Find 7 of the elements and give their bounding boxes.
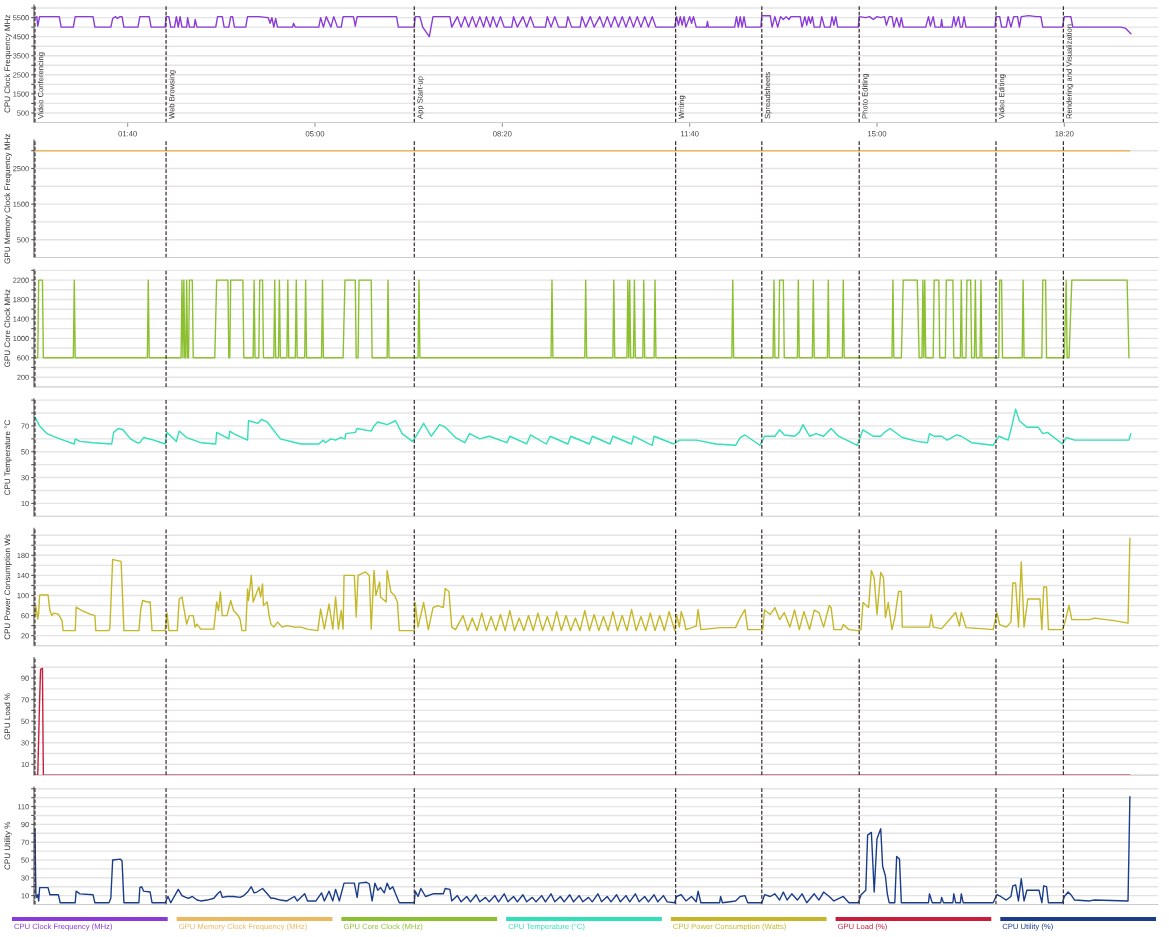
y-axis-title: CPU Utility % (4, 821, 12, 870)
y-axis-title: CPU Clock Frequency MHz (4, 14, 12, 113)
y-axis-title: GPU Load % (4, 693, 11, 740)
y-axis-title: CPU Power Consumption Ws (4, 534, 12, 640)
y-axis-title: GPU Core Clock MHz (4, 289, 11, 367)
y-axis-title: CPU Temperature °C (4, 420, 12, 495)
y-axis-title: GPU Memory Clock Frequency MHz (4, 134, 12, 264)
